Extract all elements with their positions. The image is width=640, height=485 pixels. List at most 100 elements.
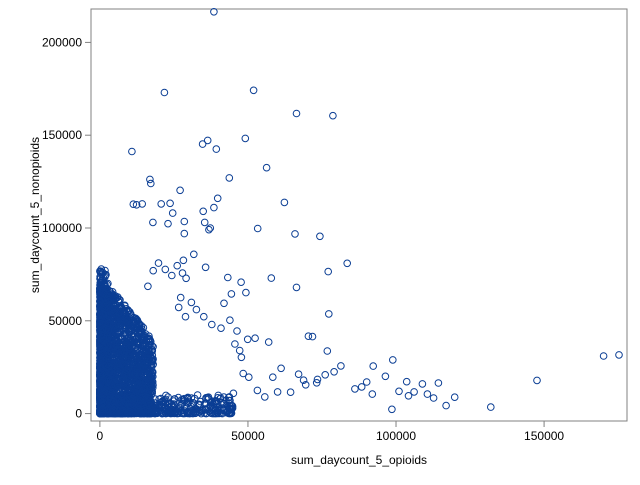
data-point <box>211 397 220 405</box>
data-point <box>184 393 192 402</box>
data-point <box>193 391 202 399</box>
data-point <box>149 355 157 363</box>
data-point <box>147 375 155 383</box>
data-point <box>198 140 207 148</box>
data-point <box>97 327 105 335</box>
data-point <box>313 375 322 384</box>
data-point <box>102 302 110 311</box>
data-point <box>368 390 377 398</box>
data-point <box>129 333 138 342</box>
data-point <box>182 274 190 283</box>
data-point <box>144 282 152 291</box>
data-point <box>210 203 218 212</box>
x-tick-label: 50000 <box>231 429 265 443</box>
data-point <box>199 207 207 216</box>
data-point <box>111 328 119 336</box>
data-point <box>180 229 189 238</box>
data-point <box>157 200 165 208</box>
plot-frame <box>90 8 628 422</box>
data-point <box>145 367 153 375</box>
data-point <box>209 405 217 414</box>
data-point <box>176 293 185 302</box>
data-point <box>132 371 140 379</box>
data-point <box>362 378 371 386</box>
data-point <box>144 354 153 363</box>
data-point <box>337 362 345 370</box>
data-point <box>118 350 127 359</box>
data-point <box>229 389 238 398</box>
data-point <box>160 88 169 97</box>
data-point <box>201 263 210 272</box>
data-point <box>262 163 271 172</box>
data-point <box>138 351 146 360</box>
data-point <box>113 329 121 338</box>
data-point <box>103 398 112 406</box>
data-point <box>487 403 495 411</box>
data-point <box>253 386 262 395</box>
data-point <box>104 362 113 371</box>
data-point <box>104 349 112 358</box>
data-point <box>217 324 225 333</box>
data-point <box>98 406 107 414</box>
data-point <box>124 306 132 314</box>
data-point <box>117 355 125 363</box>
data-point <box>343 259 352 268</box>
data-point <box>196 406 204 415</box>
y-tick-label: 0 <box>75 407 82 421</box>
data-point <box>98 305 106 313</box>
data-point <box>203 393 212 402</box>
data-point <box>96 371 105 379</box>
data-point <box>145 401 154 410</box>
data-point <box>99 287 108 295</box>
data-point <box>157 394 165 403</box>
data-point <box>125 344 134 352</box>
data-point <box>168 209 177 217</box>
data-point <box>97 386 105 394</box>
data-point <box>211 409 220 418</box>
data-point <box>381 372 390 381</box>
data-point <box>201 406 209 414</box>
data-point <box>152 404 160 412</box>
data-point <box>434 379 443 387</box>
y-axis: 0 50000 100000 150000 200000 <box>42 35 91 421</box>
data-point <box>299 376 308 385</box>
data-point <box>131 355 139 364</box>
data-point <box>235 346 244 355</box>
data-point <box>99 356 108 365</box>
data-point <box>231 340 239 348</box>
data-point <box>147 388 155 397</box>
data-point <box>292 109 301 118</box>
data-point <box>138 200 146 208</box>
x-axis: 0 50000 100000 150000 <box>97 421 564 443</box>
data-point <box>176 186 184 195</box>
x-axis-label: sum_daycount_5_opioids <box>291 453 427 467</box>
data-point <box>233 327 241 335</box>
data-point <box>152 408 161 417</box>
data-point <box>166 409 174 417</box>
data-point <box>429 394 438 402</box>
data-point <box>273 388 282 396</box>
data-point <box>395 387 403 396</box>
data-point <box>351 385 359 393</box>
data-point <box>261 393 269 401</box>
data-point <box>125 407 134 416</box>
data-point <box>98 325 107 334</box>
data-point <box>121 365 129 373</box>
data-point <box>102 300 110 308</box>
y-tick-label: 50000 <box>49 314 83 328</box>
data-point <box>389 356 397 364</box>
data-point <box>200 312 208 321</box>
data-point <box>116 315 125 323</box>
data-point <box>149 218 157 227</box>
data-point <box>186 407 195 416</box>
data-point <box>99 390 108 398</box>
data-point <box>133 360 142 368</box>
data-point <box>223 409 231 417</box>
data-point <box>130 351 139 360</box>
data-point <box>139 342 148 351</box>
data-point <box>119 400 128 409</box>
data-point <box>174 303 183 312</box>
data-point <box>136 393 144 402</box>
data-point <box>192 305 201 314</box>
data-point <box>251 334 259 343</box>
